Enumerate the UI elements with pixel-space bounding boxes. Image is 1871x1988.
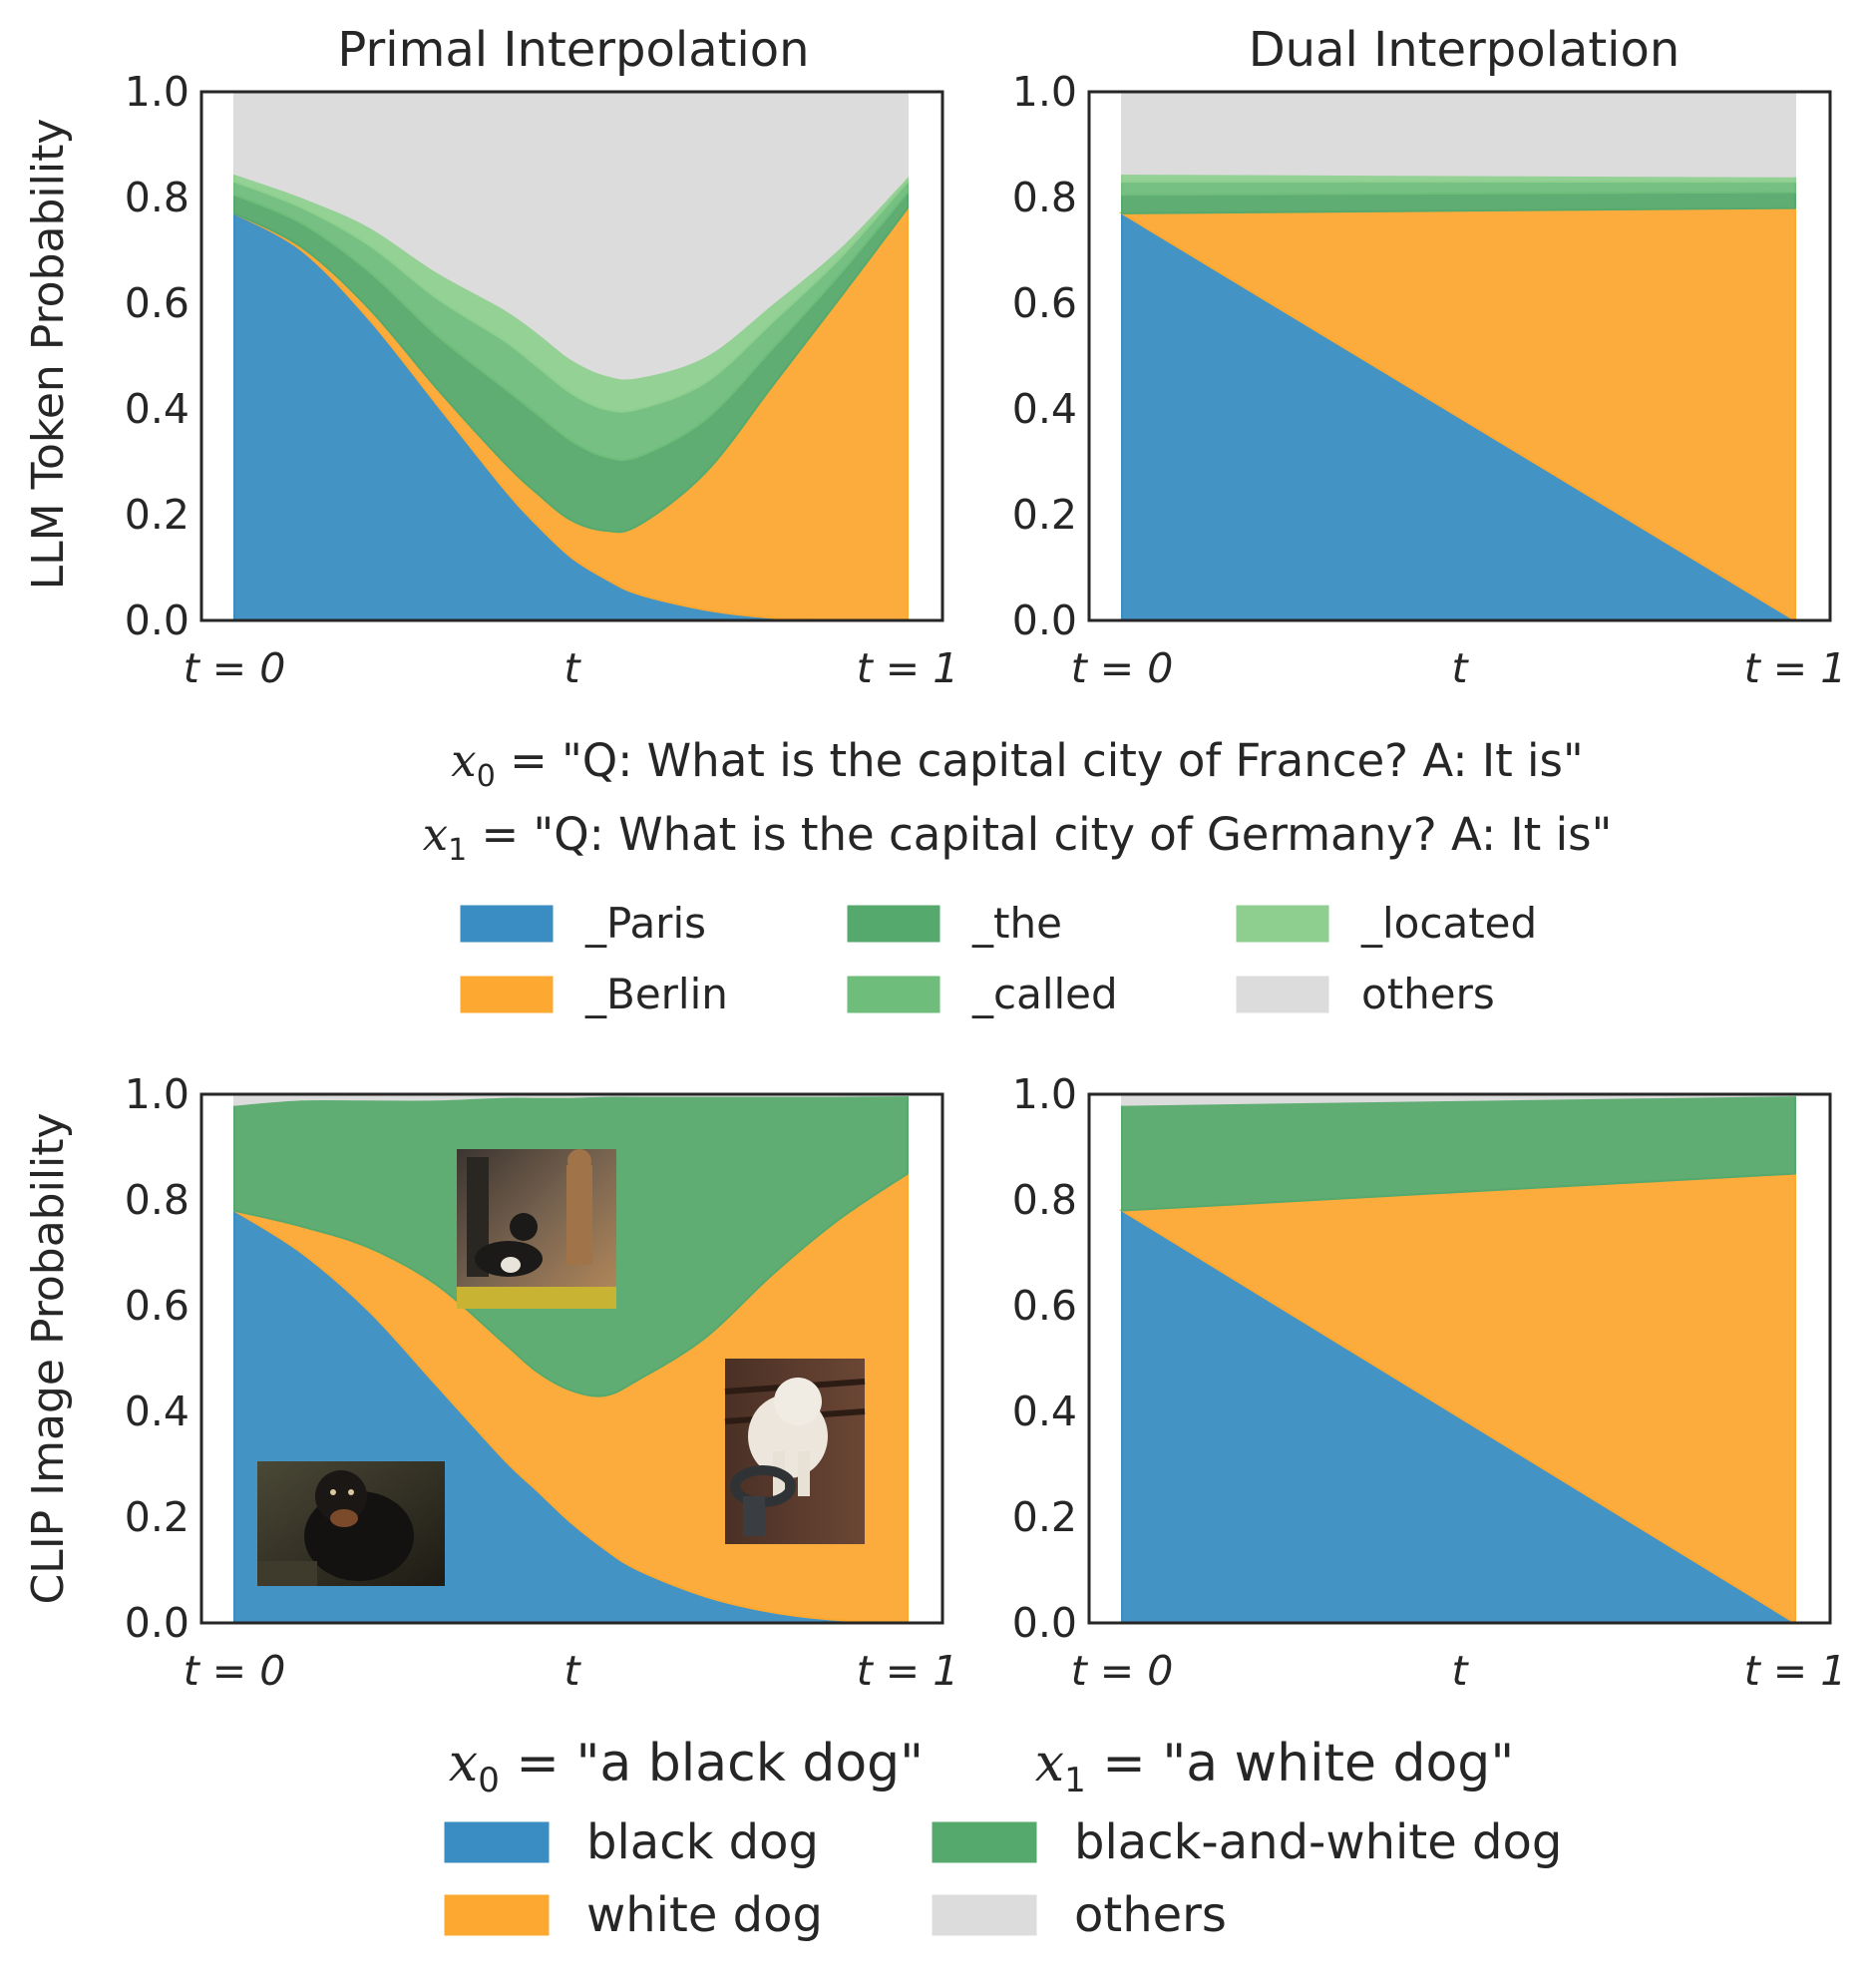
clip-x0-sub: 0 [478, 1761, 500, 1800]
legend-label-called: _called [971, 970, 1118, 1018]
legend-swatch-the [847, 905, 940, 943]
legend-label-others-clip: others [1074, 1887, 1227, 1943]
y-tick-label: 0.8 [1012, 1176, 1077, 1224]
llm-dual-panel: 0.0 0.2 0.4 0.6 0.8 1.0 t = 0 t t = 1 [1012, 68, 1847, 692]
legend-label-bw-dog: black-and-white dog [1074, 1814, 1562, 1870]
x-tick-label: t [1451, 1647, 1469, 1695]
black-dog-photo [257, 1461, 445, 1586]
black-and-white-dog-photo [457, 1149, 616, 1309]
llm-x1-caption: x1 = "Q: What is the capital city of Ger… [423, 808, 1613, 868]
white-dog-photo [724, 1359, 866, 1544]
clip-ylabel: CLIP Image Probability [23, 1112, 74, 1604]
legend-swatch-others-clip [932, 1894, 1037, 1936]
x-tick-label: t [563, 644, 581, 692]
legend-label-berlin: _Berlin [584, 970, 728, 1018]
y-tick-label: 0.8 [125, 174, 189, 221]
clip-x0-var: x [449, 1734, 478, 1793]
y-tick-label: 0.4 [125, 385, 189, 433]
x-tick-label: t = 1 [857, 1647, 959, 1695]
y-tick-label: 1.0 [125, 68, 189, 116]
clip-legend: black dog white dog black-and-white dog … [444, 1814, 1562, 1943]
clip-x0-caption: x0 = "a black dog" [449, 1734, 924, 1800]
legend-swatch-white-dog [444, 1894, 550, 1936]
axes-frame [1087, 90, 1832, 622]
y-tick-label: 0.2 [125, 491, 189, 539]
legend-swatch-berlin [460, 976, 554, 1013]
llm-primal-title: Primal Interpolation [337, 22, 809, 78]
y-tick-label: 0.2 [1012, 1493, 1077, 1541]
x-tick-label: t [563, 1647, 581, 1695]
area-called [1121, 181, 1796, 197]
legend-label-white-dog: white dog [586, 1887, 823, 1943]
llm-primal-panel: 0.0 0.2 0.4 0.6 0.8 1.0 t = 0 t t = 1 [125, 68, 959, 692]
legend-label-located: _located [1360, 899, 1537, 948]
clip-x0-text: = "a black dog" [500, 1734, 924, 1793]
y-tick-label: 0.0 [1012, 596, 1077, 644]
axes-frame [1087, 1092, 1832, 1625]
llm-dual-title: Dual Interpolation [1249, 22, 1681, 78]
x-tick-label: t = 1 [1744, 644, 1847, 692]
clip-dual-panel: 0.0 0.2 0.4 0.6 0.8 1.0 t = 0 t t = 1 [1012, 1070, 1847, 1695]
y-tick-label: 0.4 [125, 1388, 189, 1435]
llm-x0-var: x [451, 734, 476, 787]
legend-label-paris: _Paris [584, 899, 706, 948]
legend-swatch-others [1236, 976, 1329, 1013]
x-tick-label: t = 0 [184, 644, 286, 692]
legend-swatch-bw-dog [932, 1821, 1037, 1863]
llm-x1-text: = "Q: What is the capital city of German… [467, 808, 1612, 861]
clip-x1-var: x [1035, 1734, 1064, 1793]
legend-swatch-paris [460, 905, 554, 943]
y-tick-label: 0.2 [125, 1493, 189, 1541]
y-tick-label: 0.6 [125, 1282, 189, 1330]
y-tick-label: 0.6 [125, 279, 189, 327]
y-tick-label: 0.6 [1012, 279, 1077, 327]
legend-swatch-black-dog [444, 1821, 550, 1863]
y-tick-label: 0.0 [125, 1599, 189, 1647]
legend-label-the: _the [971, 899, 1062, 948]
clip-x1-text: = "a white dog" [1086, 1734, 1515, 1793]
legend-label-others: others [1361, 970, 1495, 1018]
y-tick-label: 0.8 [1012, 174, 1077, 221]
y-tick-label: 0.8 [125, 1176, 189, 1224]
y-tick-label: 0.6 [1012, 1282, 1077, 1330]
y-tick-label: 0.4 [1012, 1388, 1077, 1435]
llm-x1-sub: 1 [448, 833, 467, 868]
legend-swatch-called [847, 976, 940, 1013]
llm-x0-sub: 0 [477, 759, 496, 794]
x-tick-label: t = 1 [857, 644, 959, 692]
axes-frame [199, 90, 944, 622]
y-tick-label: 0.0 [1012, 1599, 1077, 1647]
x-tick-label: t = 0 [1071, 1647, 1174, 1695]
llm-x0-caption: x0 = "Q: What is the capital city of Fra… [451, 734, 1583, 794]
y-tick-label: 1.0 [1012, 68, 1077, 116]
clip-x1-sub: 1 [1064, 1761, 1086, 1800]
axes-frame [199, 1092, 944, 1625]
area-others [1121, 91, 1796, 178]
llm-legend: _Paris _Berlin _the _called _located oth… [460, 899, 1537, 1018]
clip-x1-caption: x1 = "a white dog" [1035, 1734, 1515, 1800]
y-tick-label: 0.0 [125, 596, 189, 644]
x-tick-label: t = 0 [184, 1647, 286, 1695]
llm-x0-text: = "Q: What is the capital city of France… [496, 734, 1584, 787]
legend-swatch-located [1236, 905, 1329, 943]
x-tick-label: t = 0 [1071, 644, 1174, 692]
x-tick-label: t = 1 [1744, 1647, 1847, 1695]
legend-label-black-dog: black dog [586, 1814, 819, 1870]
y-tick-label: 1.0 [1012, 1070, 1077, 1118]
y-tick-label: 0.4 [1012, 385, 1077, 433]
llm-ylabel: LLM Token Probability [23, 119, 74, 591]
x-tick-label: t [1451, 644, 1469, 692]
y-tick-label: 0.2 [1012, 491, 1077, 539]
y-tick-label: 1.0 [125, 1070, 189, 1118]
llm-x1-var: x [423, 808, 448, 861]
